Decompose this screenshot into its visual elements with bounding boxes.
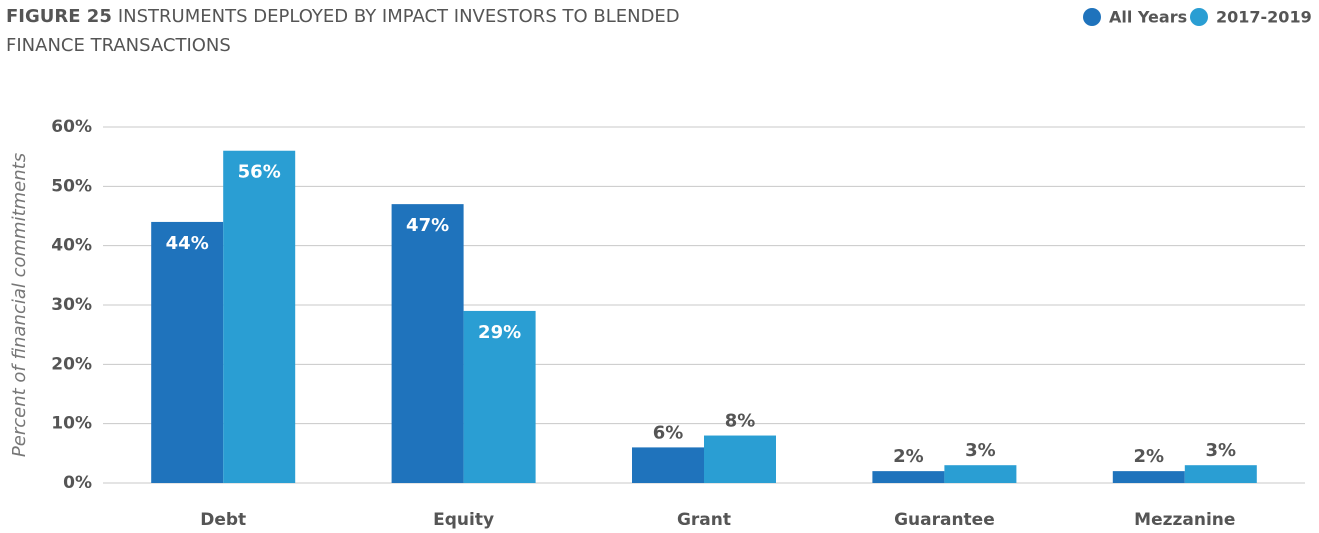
x-tick-label: Guarantee [894,510,995,530]
data-label: 3% [965,440,996,461]
bar [704,435,776,483]
y-tick-label: 60% [51,117,92,137]
data-label: 8% [725,411,756,432]
bar [151,221,224,483]
y-tick-label: 0% [63,473,92,493]
bar [223,150,296,483]
bar [872,471,945,483]
bar [632,447,704,483]
chart-title: FIGURE 25 INSTRUMENTS DEPLOYED BY IMPACT … [6,6,680,27]
x-tick-label: Equity [433,510,494,530]
data-label: 2% [1134,446,1165,467]
bar [944,465,1017,483]
data-label: 6% [653,422,684,443]
bar [391,204,464,483]
x-tick-label: Debt [200,510,246,530]
legend-swatch [1190,8,1208,26]
y-tick-label: 50% [51,176,92,196]
data-label: 2% [893,446,924,467]
data-label: 56% [238,162,281,183]
title-label: FIGURE 25 [6,6,112,27]
chart-title-line2: FINANCE TRANSACTIONS [6,35,231,56]
bar [1112,471,1185,483]
bar [1184,465,1257,483]
y-tick-label: 10% [51,414,92,434]
x-tick-label: Grant [677,510,731,530]
data-label: 29% [478,322,521,343]
bar [463,310,536,483]
data-label: 47% [406,215,449,236]
legend-swatch [1083,8,1101,26]
data-label: 3% [1206,440,1237,461]
y-tick-label: 30% [51,295,92,315]
title-text: INSTRUMENTS DEPLOYED BY IMPACT INVESTORS… [118,6,680,27]
y-tick-label: 40% [51,236,92,256]
x-tick-label: Mezzanine [1134,510,1235,530]
y-axis-title: Percent of financial commitments [9,153,30,457]
data-label: 44% [166,233,209,254]
y-tick-label: 20% [51,354,92,374]
legend-label: All Years [1109,8,1187,27]
legend-label: 2017-2019 [1216,8,1312,27]
